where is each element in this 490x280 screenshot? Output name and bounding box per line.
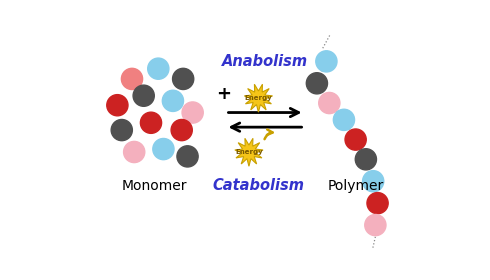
Text: Energy: Energy xyxy=(245,95,272,101)
Ellipse shape xyxy=(182,102,203,123)
Ellipse shape xyxy=(318,92,340,114)
Ellipse shape xyxy=(123,141,145,163)
Ellipse shape xyxy=(107,95,128,116)
Ellipse shape xyxy=(177,146,198,167)
Text: +: + xyxy=(217,85,232,102)
Ellipse shape xyxy=(162,90,184,111)
Ellipse shape xyxy=(363,171,384,192)
Ellipse shape xyxy=(306,73,327,94)
Ellipse shape xyxy=(147,58,169,79)
Ellipse shape xyxy=(333,109,355,130)
Text: Anabolism: Anabolism xyxy=(222,54,308,69)
Ellipse shape xyxy=(367,193,388,214)
Ellipse shape xyxy=(122,68,143,90)
Ellipse shape xyxy=(172,68,194,90)
Ellipse shape xyxy=(316,51,337,72)
Ellipse shape xyxy=(365,214,386,236)
Ellipse shape xyxy=(111,120,132,141)
Text: Energy: Energy xyxy=(235,149,263,155)
Text: Monomer: Monomer xyxy=(121,179,187,193)
Ellipse shape xyxy=(133,85,154,106)
Ellipse shape xyxy=(355,149,376,170)
Ellipse shape xyxy=(141,112,162,133)
Ellipse shape xyxy=(345,129,366,150)
Polygon shape xyxy=(245,84,272,112)
Text: Polymer: Polymer xyxy=(327,179,384,193)
Ellipse shape xyxy=(171,120,192,141)
Polygon shape xyxy=(235,138,263,166)
Ellipse shape xyxy=(153,139,174,160)
Text: Catabolism: Catabolism xyxy=(213,178,304,193)
